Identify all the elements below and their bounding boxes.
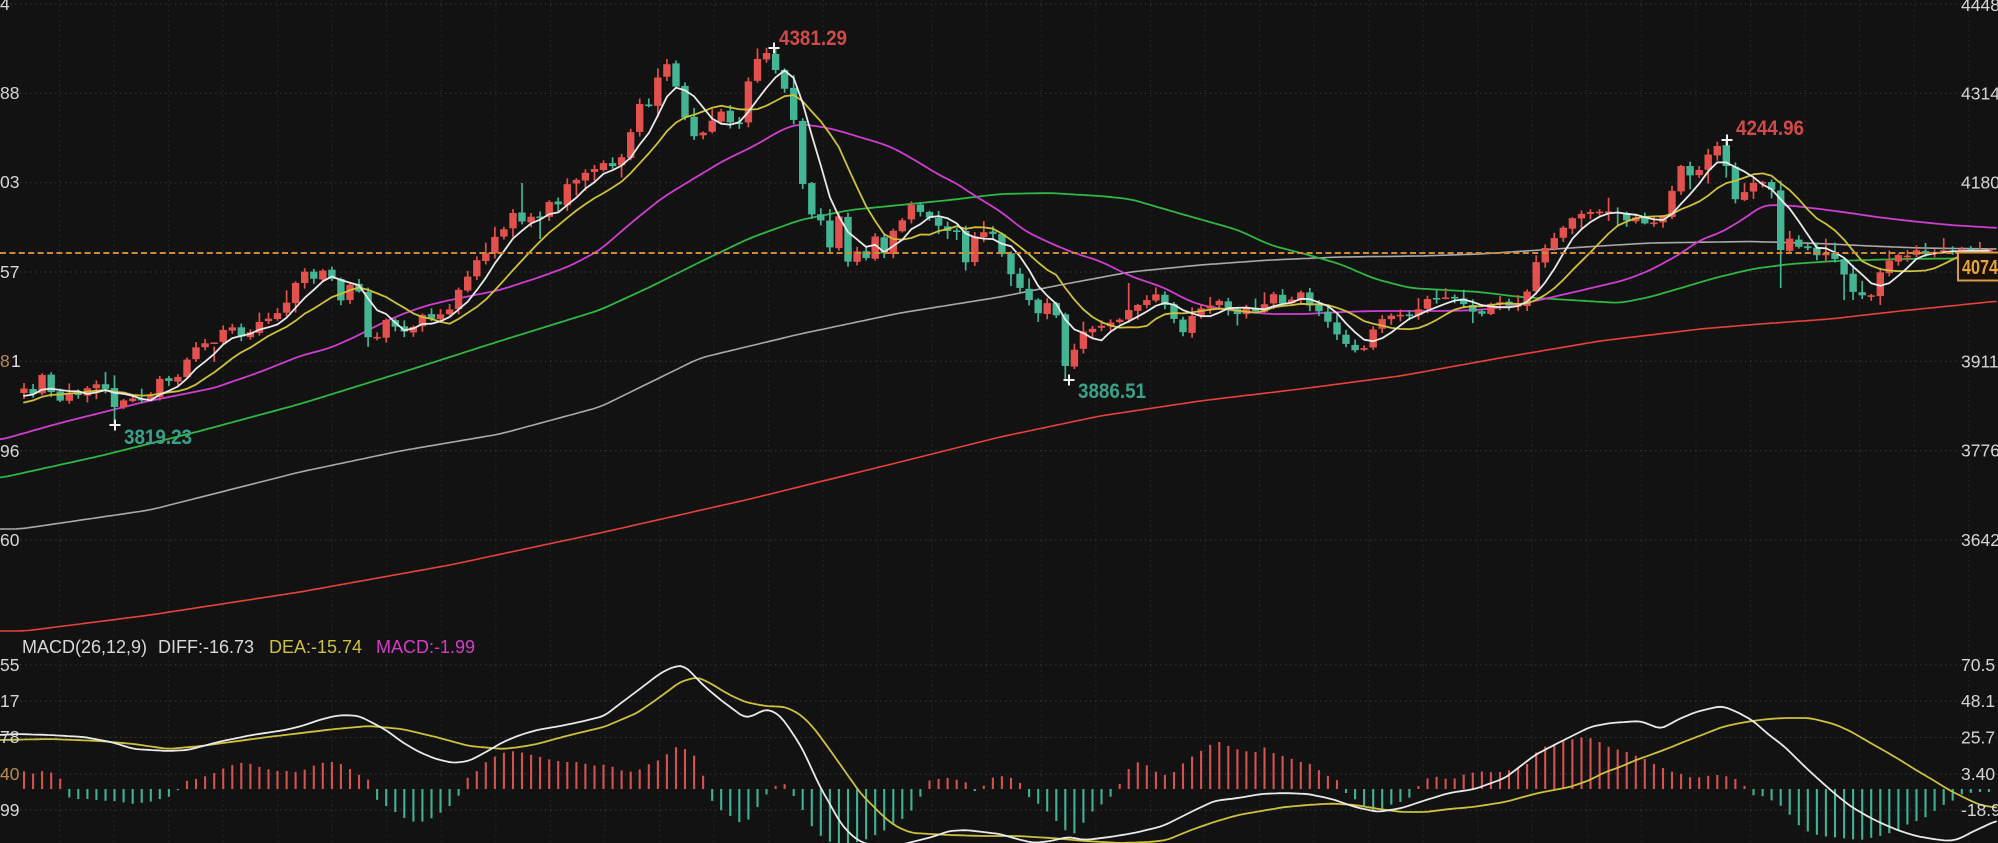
svg-text:88: 88 bbox=[0, 83, 19, 103]
svg-text:03: 03 bbox=[0, 172, 19, 192]
svg-text:4074: 4074 bbox=[1962, 257, 1998, 279]
svg-text:MACD:-1.99: MACD:-1.99 bbox=[376, 637, 475, 657]
svg-text:70.5: 70.5 bbox=[1961, 655, 1995, 675]
svg-text:DIFF:-16.73: DIFF:-16.73 bbox=[158, 637, 254, 657]
svg-text:4314: 4314 bbox=[1961, 83, 1998, 103]
svg-text:3886.51: 3886.51 bbox=[1078, 380, 1146, 403]
svg-text:3911: 3911 bbox=[1961, 351, 1998, 371]
svg-text:4180: 4180 bbox=[1961, 173, 1998, 193]
svg-text:78: 78 bbox=[0, 727, 19, 747]
svg-text:DEA:-15.74: DEA:-15.74 bbox=[269, 637, 362, 657]
svg-text:4: 4 bbox=[0, 0, 10, 14]
svg-text:96: 96 bbox=[0, 441, 19, 461]
svg-text:3819.23: 3819.23 bbox=[124, 426, 192, 449]
svg-text:4244.96: 4244.96 bbox=[1736, 117, 1804, 140]
svg-text:99: 99 bbox=[0, 800, 19, 820]
svg-text:MACD(26,12,9): MACD(26,12,9) bbox=[22, 637, 147, 657]
svg-text:55: 55 bbox=[0, 655, 19, 675]
svg-text:-18.9: -18.9 bbox=[1961, 800, 1998, 820]
svg-text:3776: 3776 bbox=[1961, 441, 1998, 461]
svg-text:25.7: 25.7 bbox=[1961, 728, 1995, 748]
svg-text:3.40: 3.40 bbox=[1961, 764, 1995, 784]
svg-text:17: 17 bbox=[0, 691, 19, 711]
svg-text:8: 8 bbox=[0, 351, 10, 371]
svg-text:3642: 3642 bbox=[1961, 530, 1998, 550]
svg-text:40: 40 bbox=[0, 764, 20, 784]
svg-text:4381.29: 4381.29 bbox=[779, 27, 847, 50]
svg-text:48.1: 48.1 bbox=[1961, 691, 1995, 711]
svg-text:57: 57 bbox=[0, 262, 19, 282]
svg-text:60: 60 bbox=[0, 530, 20, 550]
svg-text:1: 1 bbox=[11, 351, 21, 371]
svg-text:4448: 4448 bbox=[1961, 0, 1998, 15]
